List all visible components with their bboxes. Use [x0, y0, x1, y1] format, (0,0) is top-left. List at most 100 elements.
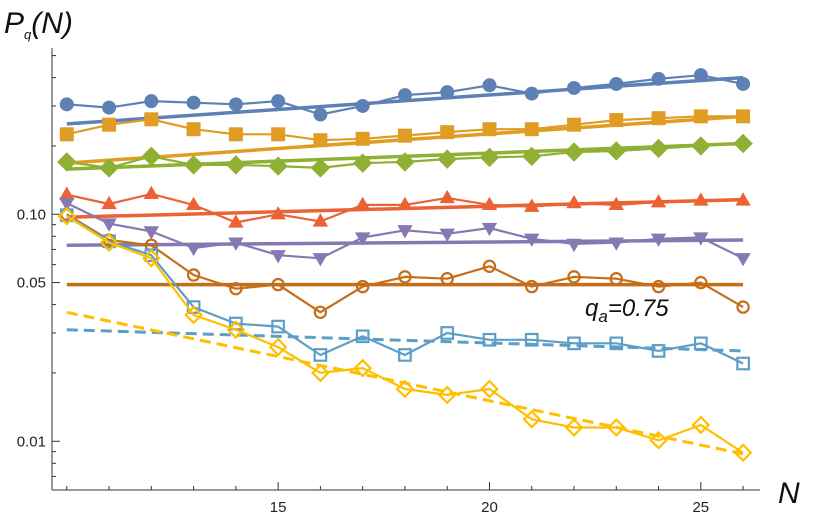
data-point	[311, 363, 330, 383]
data-point	[313, 133, 328, 148]
data-point	[270, 206, 286, 220]
data-point	[355, 279, 370, 294]
data-point	[226, 155, 246, 175]
y-tick-label: 0.05	[17, 275, 46, 292]
data-point	[609, 336, 624, 351]
data-point	[564, 142, 584, 162]
data-point	[440, 272, 454, 286]
data-point	[735, 253, 751, 267]
data-point	[440, 326, 455, 340]
series-line	[66, 215, 744, 454]
data-point	[522, 409, 542, 429]
data-point	[733, 133, 753, 154]
data-point	[693, 336, 708, 351]
data-point	[694, 275, 708, 290]
data-series	[57, 68, 753, 463]
series-8	[57, 206, 753, 463]
data-point	[440, 85, 455, 100]
data-point	[482, 122, 497, 137]
data-point	[183, 155, 204, 175]
data-point	[141, 248, 161, 268]
data-point	[397, 196, 413, 211]
data-point	[185, 242, 202, 257]
axes: 15 20 25 0.01 0.05 0.10	[17, 48, 760, 516]
data-point	[102, 117, 117, 132]
data-point	[101, 195, 117, 210]
data-point	[355, 98, 370, 113]
data-point	[479, 147, 500, 168]
data-point	[313, 107, 328, 122]
data-point	[268, 337, 288, 357]
data-point	[310, 158, 331, 178]
data-point	[59, 97, 74, 112]
data-point	[354, 196, 371, 211]
x-tick-label: 20	[481, 499, 498, 516]
data-point	[99, 158, 119, 178]
data-point	[313, 348, 328, 362]
series-1	[59, 68, 751, 122]
data-point	[733, 443, 753, 463]
data-point	[609, 76, 624, 91]
data-point	[144, 94, 159, 109]
data-point	[524, 198, 540, 212]
data-point	[59, 186, 75, 200]
data-point	[736, 300, 750, 314]
data-point	[228, 214, 244, 228]
data-point	[567, 80, 582, 95]
fit-line-8	[66, 310, 744, 456]
data-point	[567, 336, 581, 351]
data-point	[480, 379, 499, 399]
data-point	[736, 76, 751, 91]
data-point	[395, 152, 415, 172]
data-point	[481, 196, 498, 211]
data-point	[398, 348, 412, 362]
data-point	[524, 233, 540, 247]
data-point	[691, 136, 711, 156]
data-point	[736, 109, 751, 124]
data-point	[736, 356, 750, 371]
data-point	[606, 141, 626, 161]
data-point	[271, 127, 286, 142]
data-point	[606, 418, 626, 437]
data-point	[228, 237, 244, 251]
x-tick-label: 15	[270, 499, 287, 516]
data-point	[651, 344, 666, 358]
y-axis-title: Pq(N)	[4, 7, 73, 42]
data-point	[566, 194, 582, 209]
data-point	[229, 281, 243, 296]
data-point	[693, 109, 708, 124]
data-point	[439, 189, 455, 204]
data-point	[398, 270, 412, 284]
data-point	[186, 95, 201, 110]
data-point	[437, 385, 457, 405]
data-point	[226, 320, 246, 340]
data-point	[525, 279, 539, 294]
data-point	[354, 232, 371, 246]
fit-line-7	[66, 328, 744, 353]
data-point	[567, 270, 581, 284]
series-line	[66, 213, 744, 314]
data-point	[522, 146, 542, 167]
data-point	[143, 226, 160, 240]
data-point	[648, 138, 669, 159]
data-point	[482, 259, 497, 273]
x-axis-title: N	[778, 477, 800, 510]
data-point	[353, 358, 373, 378]
data-point	[59, 127, 74, 142]
data-point	[185, 196, 202, 211]
data-point	[59, 197, 75, 212]
data-point	[144, 112, 159, 127]
data-point	[608, 237, 624, 251]
data-point	[567, 117, 582, 132]
data-point	[649, 430, 668, 450]
data-point	[143, 185, 160, 200]
data-point	[566, 238, 582, 253]
data-point	[271, 94, 286, 109]
data-point	[693, 192, 709, 206]
data-point	[693, 232, 709, 246]
data-point	[228, 97, 243, 112]
data-point	[186, 268, 201, 282]
data-point	[691, 415, 711, 435]
series-4	[59, 185, 751, 228]
